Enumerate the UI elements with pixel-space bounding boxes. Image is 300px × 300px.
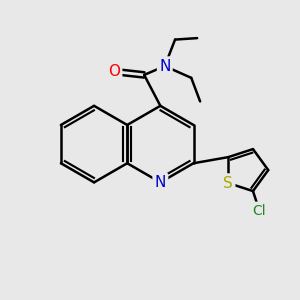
Text: S: S xyxy=(224,176,233,190)
Text: Cl: Cl xyxy=(253,204,266,218)
Text: O: O xyxy=(108,64,120,80)
Text: N: N xyxy=(155,175,166,190)
Text: N: N xyxy=(159,58,170,74)
